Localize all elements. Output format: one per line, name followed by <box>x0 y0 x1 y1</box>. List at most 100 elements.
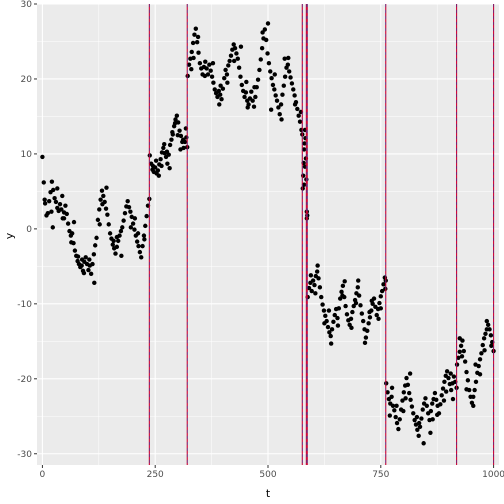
data-point <box>404 375 409 381</box>
data-point <box>471 394 476 399</box>
data-point <box>376 316 381 322</box>
data-point <box>142 237 147 242</box>
data-point <box>216 88 222 94</box>
y-tick-label: -20 <box>17 375 32 385</box>
data-point <box>52 195 57 201</box>
data-point <box>63 203 68 208</box>
data-point <box>55 186 60 191</box>
data-point <box>367 315 373 320</box>
data-point <box>266 61 272 66</box>
data-point <box>342 279 347 284</box>
data-point <box>289 81 295 86</box>
data-point <box>226 63 231 68</box>
data-point <box>170 129 175 135</box>
data-point <box>287 69 292 74</box>
data-point <box>385 390 390 395</box>
data-point <box>412 417 417 423</box>
data-point <box>208 68 213 73</box>
data-point <box>191 55 196 61</box>
data-point <box>367 309 372 315</box>
data-point <box>350 309 355 315</box>
data-point <box>121 218 126 223</box>
data-point <box>194 40 200 45</box>
data-point <box>128 225 134 230</box>
data-point <box>450 396 456 402</box>
data-point <box>351 303 356 309</box>
data-point <box>88 271 94 277</box>
data-point <box>401 390 406 395</box>
x-tick-label: 750 <box>372 470 389 480</box>
data-point <box>331 319 336 325</box>
data-point <box>93 243 98 248</box>
data-point <box>390 403 396 408</box>
data-point <box>220 86 226 91</box>
x-axis: 0 250 500 750 1000 <box>40 465 504 480</box>
data-point <box>397 417 402 422</box>
data-point <box>98 197 103 202</box>
data-point <box>173 117 178 122</box>
data-point <box>448 371 453 376</box>
data-point <box>416 433 421 438</box>
data-point <box>228 53 234 58</box>
data-point <box>87 257 92 262</box>
data-point <box>130 221 136 226</box>
data-point <box>379 288 385 294</box>
data-point <box>45 210 51 216</box>
data-point <box>321 308 327 313</box>
data-point <box>273 93 278 98</box>
data-point <box>489 343 494 349</box>
data-point <box>223 67 228 73</box>
data-point <box>439 393 444 398</box>
data-point <box>231 58 237 64</box>
data-point <box>197 61 203 66</box>
x-axis-title: t <box>266 487 271 500</box>
data-point <box>113 251 118 256</box>
data-point <box>239 82 245 88</box>
data-point <box>297 119 303 124</box>
data-point <box>249 89 254 94</box>
data-point <box>97 222 102 227</box>
data-point <box>403 396 408 401</box>
data-point <box>417 424 423 429</box>
data-point <box>301 147 307 152</box>
data-point <box>332 312 337 318</box>
data-point <box>250 98 255 103</box>
y-tick-label: 30 <box>21 0 33 10</box>
data-point <box>167 165 172 171</box>
data-point <box>387 413 393 418</box>
data-point <box>314 269 320 274</box>
data-point <box>103 206 109 211</box>
data-point <box>186 62 192 67</box>
data-point <box>155 168 161 173</box>
y-tick-label: 10 <box>21 150 33 160</box>
data-point <box>419 416 424 421</box>
data-point <box>72 248 78 253</box>
data-point <box>428 430 433 435</box>
data-point <box>446 375 451 381</box>
data-point <box>295 106 300 112</box>
data-point <box>394 420 400 426</box>
data-point <box>175 132 180 138</box>
data-point <box>255 77 261 82</box>
data-point <box>232 46 238 51</box>
data-point <box>374 312 379 318</box>
data-point <box>316 276 321 281</box>
y-tick-label: 20 <box>21 75 33 85</box>
data-point <box>407 390 412 396</box>
x-tick-label: 0 <box>40 470 46 480</box>
data-point <box>409 404 415 409</box>
data-point <box>114 244 120 250</box>
data-point <box>438 402 443 407</box>
data-point <box>143 223 148 229</box>
data-point <box>381 282 386 287</box>
data-point <box>288 75 293 80</box>
data-point <box>356 293 362 298</box>
data-point <box>389 385 395 390</box>
data-point <box>150 163 156 169</box>
data-point <box>114 234 120 240</box>
data-point <box>79 257 85 262</box>
data-point <box>428 408 434 414</box>
data-point <box>416 420 422 426</box>
data-point <box>473 379 479 384</box>
data-point <box>180 137 186 142</box>
